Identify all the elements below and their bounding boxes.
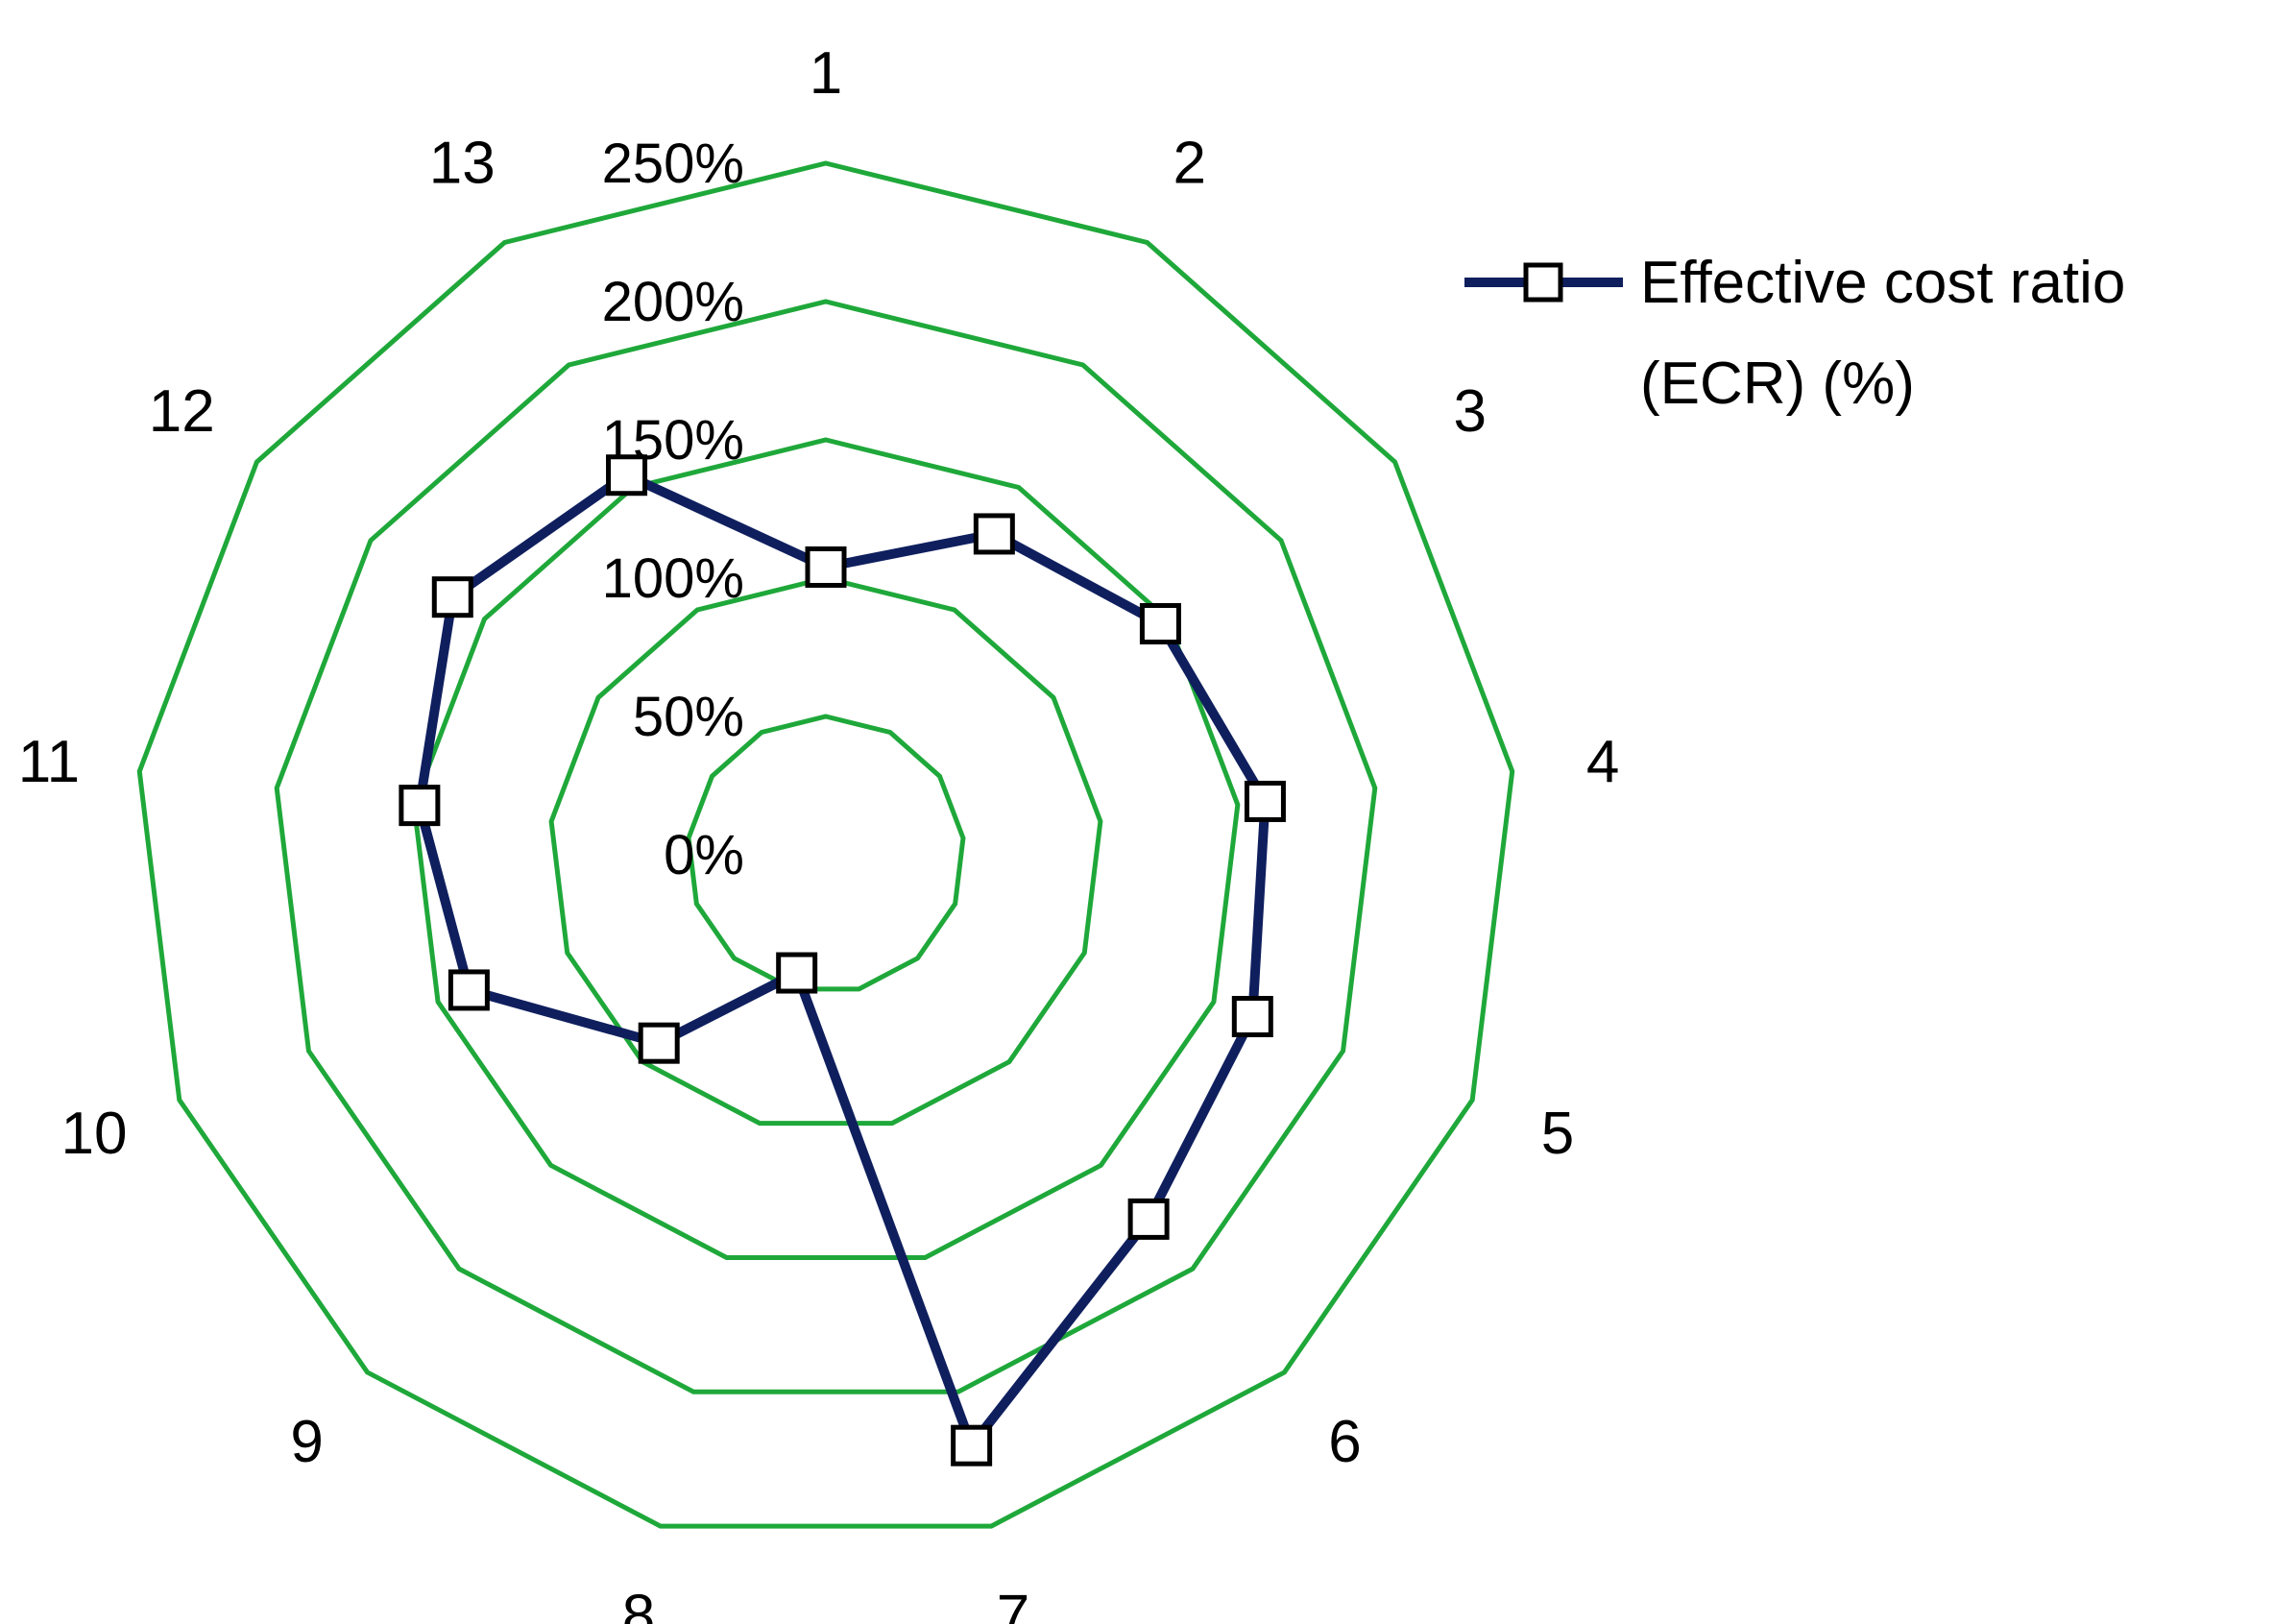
- grid-ring-50: [686, 714, 966, 992]
- data-point-3: [1139, 603, 1181, 645]
- radar-grid: [136, 160, 1515, 1529]
- ring-label-0: 0%: [664, 824, 744, 886]
- legend-marker-swatch: [1523, 262, 1563, 303]
- grid-ring-200: [274, 299, 1378, 1394]
- category-label-6: 6: [1328, 1409, 1361, 1475]
- data-point-4: [1244, 780, 1286, 822]
- category-label-3: 3: [1453, 378, 1486, 445]
- data-point-13: [606, 454, 648, 497]
- category-label-4: 4: [1586, 729, 1619, 795]
- legend-label-line-2: (ECR) (%): [1640, 351, 1915, 417]
- legend-label-line-1: Effective cost ratio: [1640, 250, 2125, 316]
- data-point-12: [431, 576, 473, 618]
- ring-label-50: 50%: [633, 686, 744, 748]
- grid-ring-250: [136, 160, 1515, 1529]
- data-point-11: [399, 785, 441, 827]
- category-label-8: 8: [622, 1583, 655, 1624]
- category-label-1: 1: [810, 40, 842, 107]
- category-label-13: 13: [429, 130, 496, 196]
- category-label-12: 12: [149, 378, 215, 445]
- ring-label-250: 250%: [602, 133, 744, 195]
- data-point-1: [805, 545, 847, 588]
- data-point-6: [1127, 1198, 1170, 1240]
- data-point-2: [973, 513, 1015, 555]
- series-layer: [399, 454, 1286, 1466]
- data-point-7: [951, 1424, 993, 1466]
- legend: Effective cost ratio (ECR) (%): [1464, 250, 2125, 417]
- ring-labels: 0%50%100%150%200%250%: [602, 133, 744, 886]
- series-line-0: [414, 470, 1270, 1451]
- data-point-9: [638, 1022, 680, 1064]
- ring-label-200: 200%: [602, 271, 744, 333]
- category-label-5: 5: [1541, 1101, 1574, 1167]
- data-point-10: [448, 969, 490, 1011]
- ring-label-100: 100%: [602, 547, 744, 610]
- category-label-11: 11: [18, 729, 80, 795]
- data-point-5: [1231, 996, 1273, 1038]
- data-point-8: [776, 952, 818, 994]
- category-label-9: 9: [290, 1409, 323, 1475]
- category-label-2: 2: [1173, 130, 1206, 196]
- grid-ring-100: [548, 575, 1103, 1127]
- category-label-10: 10: [60, 1101, 127, 1167]
- category-label-7: 7: [997, 1583, 1029, 1624]
